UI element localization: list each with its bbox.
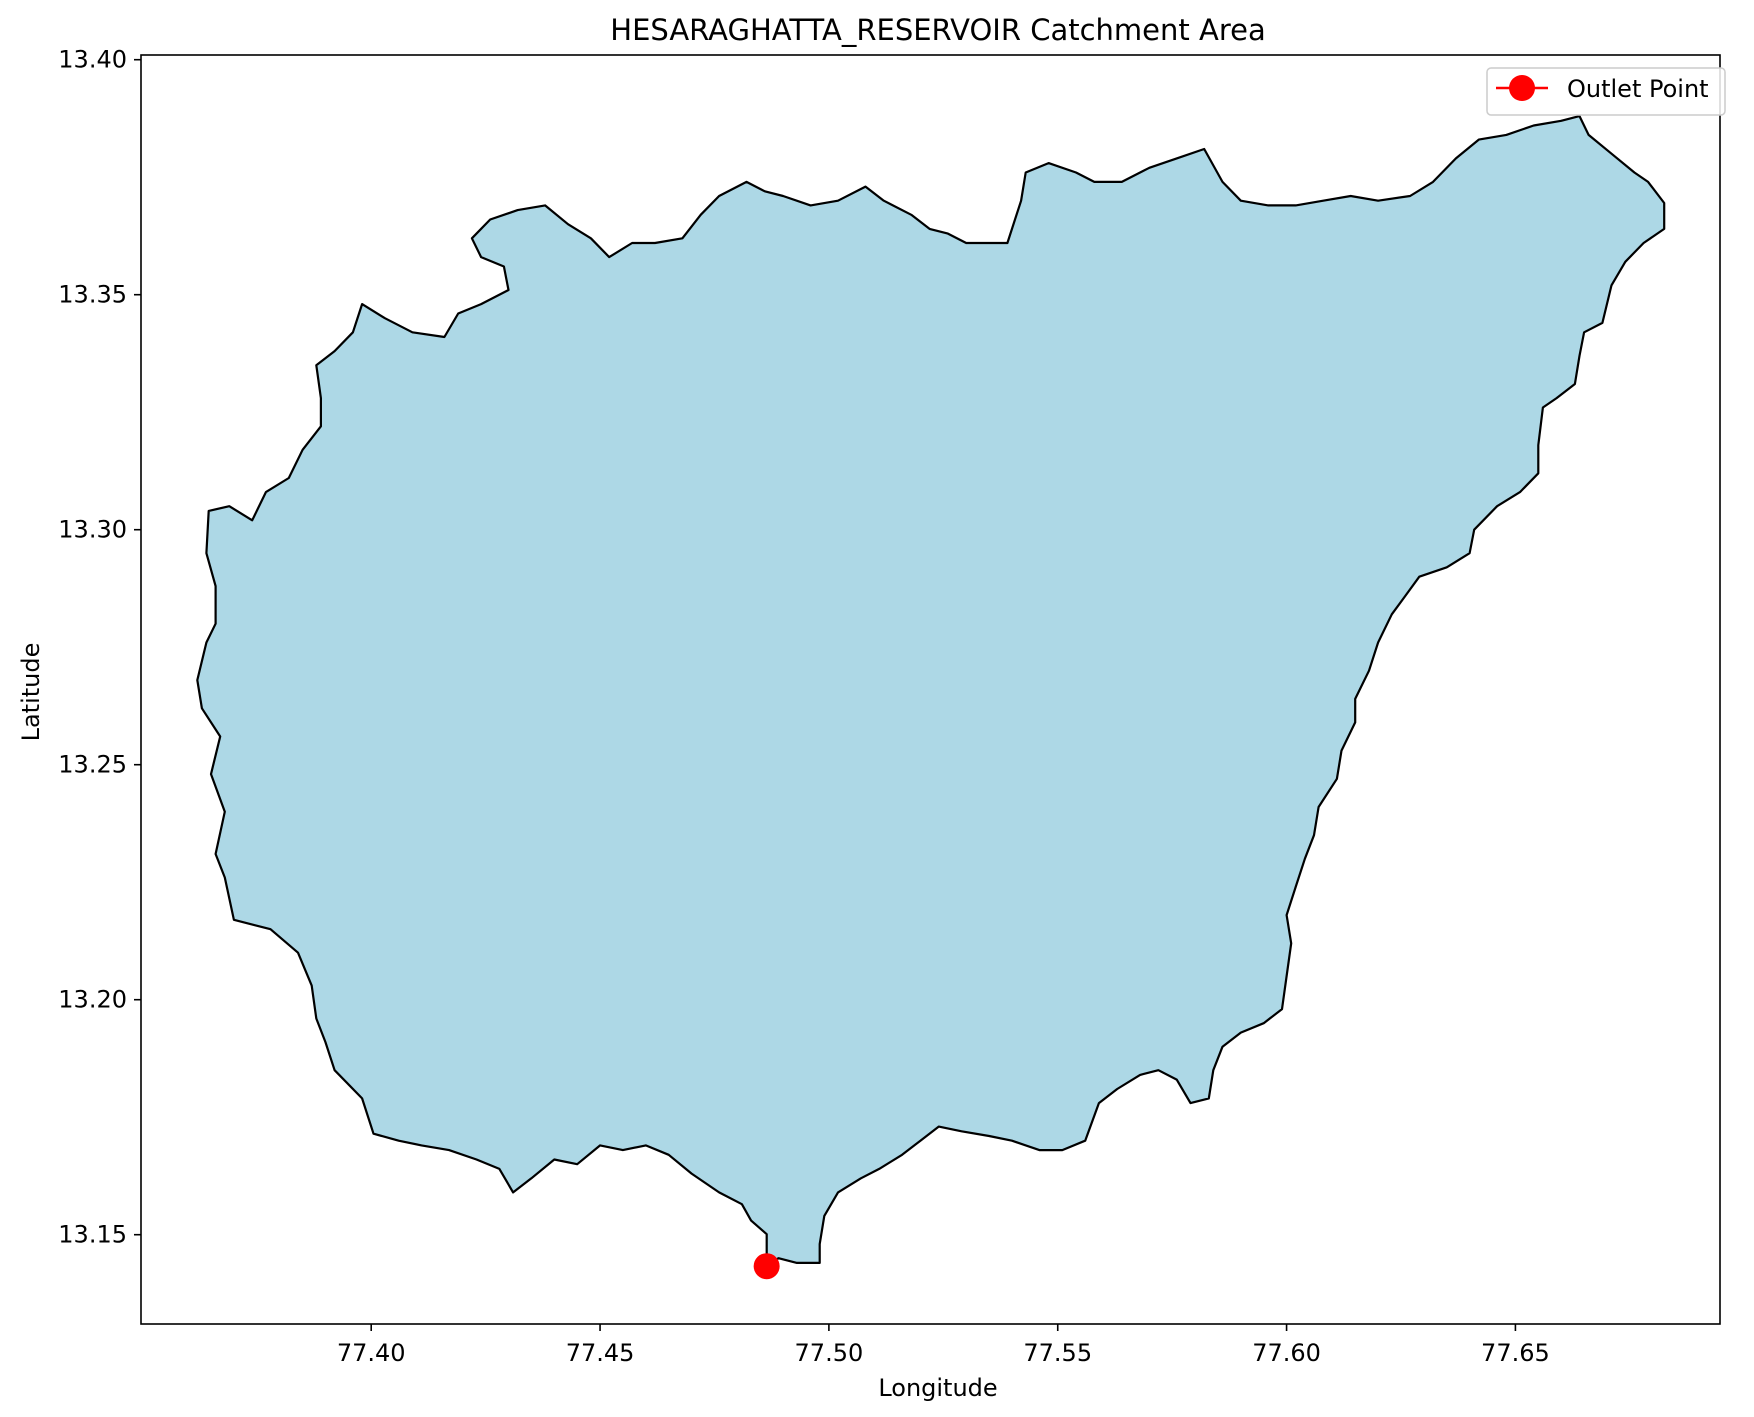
legend: Outlet Point: [1486, 67, 1726, 116]
y-tick-label: 13.30: [58, 516, 127, 544]
x-tick-label: 77.55: [1023, 1339, 1092, 1367]
y-tick-label: 13.25: [58, 751, 127, 779]
x-tick-label: 77.60: [1252, 1339, 1321, 1367]
axes-frame: [140, 54, 1721, 1325]
x-tick-label: 77.65: [1481, 1339, 1550, 1367]
chart-title: HESARAGHATTA_RESERVOIR Catchment Area: [610, 13, 1265, 47]
y-tick-label: 13.20: [58, 986, 127, 1014]
x-tick-label: 77.50: [795, 1339, 864, 1367]
y-tick-label: 13.40: [58, 46, 127, 74]
catchment-polygon: [196, 114, 1666, 1268]
legend-outlet-marker: [1509, 75, 1535, 101]
x-axis-label: Longitude: [878, 1374, 997, 1402]
y-tick-label: 13.15: [58, 1221, 127, 1249]
legend-label-outlet-point: Outlet Point: [1567, 75, 1709, 103]
y-axis-label: Latitude: [17, 643, 45, 742]
x-tick-label: 77.45: [566, 1339, 635, 1367]
legend-frame: [1486, 67, 1726, 116]
x-tick-label: 77.40: [337, 1339, 406, 1367]
outlet-point-marker: [753, 1253, 780, 1280]
y-tick-label: 13.35: [58, 281, 127, 309]
